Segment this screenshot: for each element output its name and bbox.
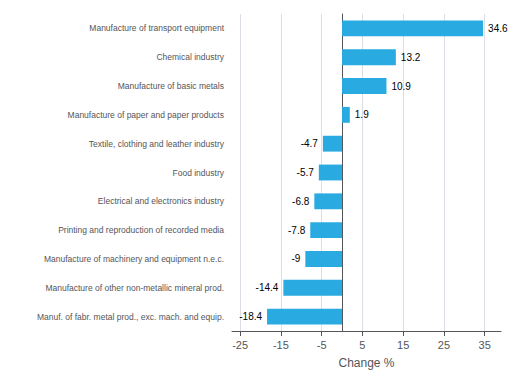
svg-text:1.9: 1.9: [355, 109, 369, 120]
svg-text:35: 35: [479, 339, 491, 351]
svg-text:Printing and reproduction of r: Printing and reproduction of recorded me…: [58, 225, 224, 235]
svg-text:Manufacture of transport equip: Manufacture of transport equipment: [89, 23, 224, 33]
svg-text:Textile, clothing and leather: Textile, clothing and leather industry: [89, 139, 225, 149]
svg-text:-9: -9: [291, 253, 300, 264]
svg-text:Manufacture of basic metals: Manufacture of basic metals: [118, 81, 224, 91]
svg-text:-14.4: -14.4: [256, 282, 279, 293]
svg-text:-6.8: -6.8: [292, 196, 310, 207]
svg-text:Chemical industry: Chemical industry: [156, 52, 224, 62]
svg-text:Electrical and electronics ind: Electrical and electronics industry: [98, 196, 225, 206]
svg-text:Manuf. of fabr. metal prod., e: Manuf. of fabr. metal prod., exc. mach. …: [37, 312, 224, 322]
svg-text:5: 5: [359, 339, 365, 351]
svg-text:-4.7: -4.7: [301, 138, 319, 149]
svg-text:15: 15: [397, 339, 409, 351]
svg-text:25: 25: [438, 339, 450, 351]
svg-text:Food industry: Food industry: [173, 168, 225, 178]
svg-text:Manufacture of other non-metal: Manufacture of other non-metallic minera…: [45, 283, 224, 293]
svg-text:-5: -5: [317, 339, 327, 351]
svg-text:-5.7: -5.7: [297, 167, 315, 178]
svg-text:-25: -25: [232, 339, 248, 351]
svg-text:-18.4: -18.4: [239, 311, 262, 322]
svg-text:13.2: 13.2: [401, 52, 421, 63]
svg-text:Manufacture of paper and paper: Manufacture of paper and paper products: [68, 110, 224, 120]
svg-text:10.9: 10.9: [391, 81, 411, 92]
svg-text:-15: -15: [273, 339, 289, 351]
svg-text:Manufacture of machinery and e: Manufacture of machinery and equipment n…: [44, 254, 224, 264]
svg-text:Change %: Change %: [338, 356, 394, 370]
svg-text:34.6: 34.6: [488, 23, 508, 34]
svg-text:-7.8: -7.8: [288, 225, 306, 236]
